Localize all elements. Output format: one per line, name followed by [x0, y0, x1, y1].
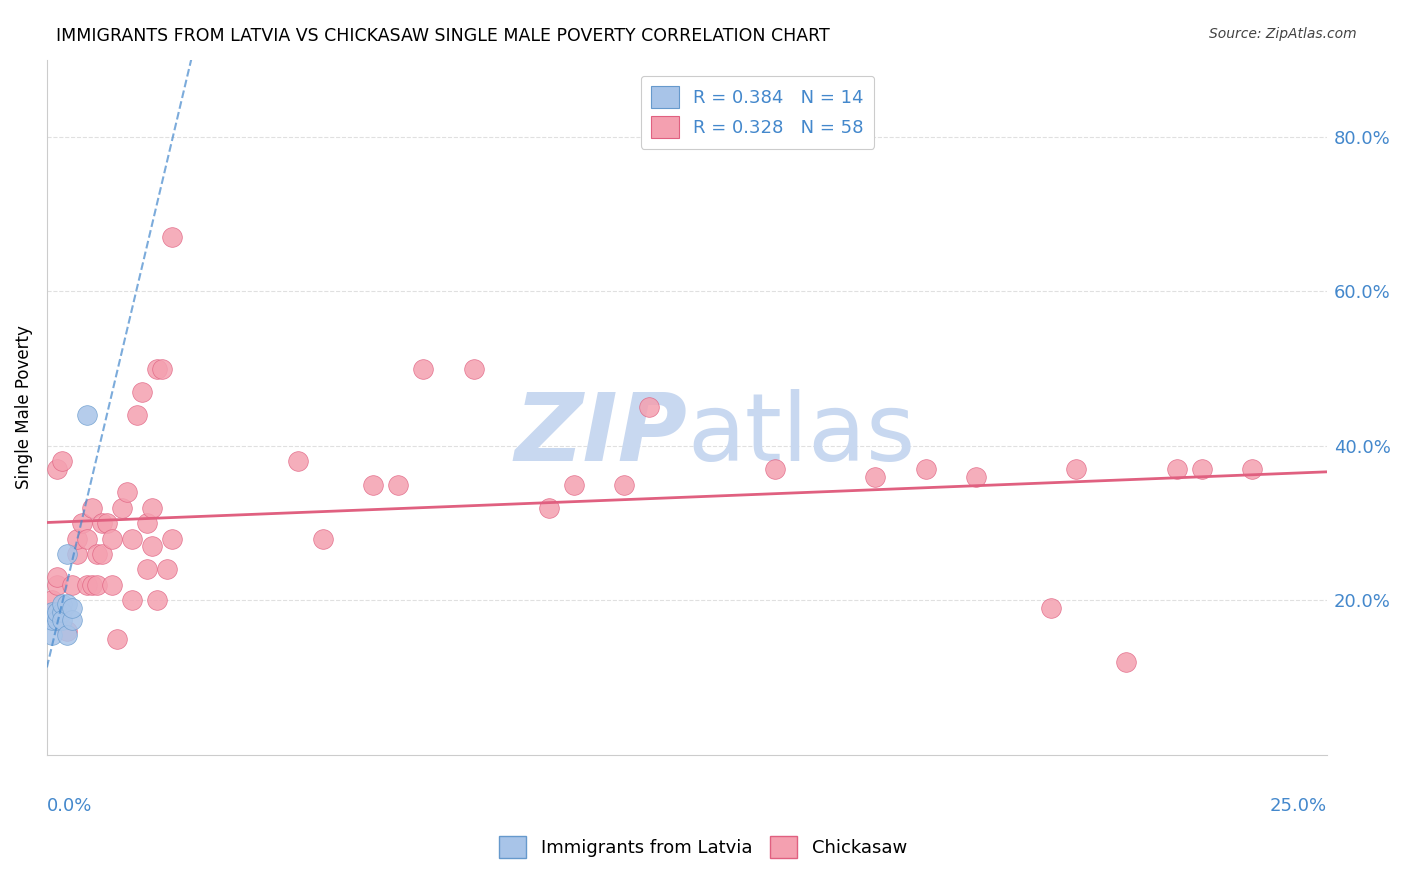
Point [1166, 462, 1188, 476]
Point [56, 597, 79, 611]
Point [156, 562, 179, 576]
Point [1191, 462, 1213, 476]
Point [41, 613, 63, 627]
Point [80, 578, 103, 592]
Point [287, 454, 309, 468]
Point [96, 516, 118, 530]
Text: Source: ZipAtlas.com: Source: ZipAtlas.com [1209, 27, 1357, 41]
Point [41, 593, 63, 607]
Point [136, 516, 159, 530]
Point [105, 632, 128, 646]
Point [1040, 601, 1063, 615]
Point [146, 593, 169, 607]
Point [312, 532, 335, 546]
Point [45, 605, 67, 619]
Text: 25.0%: 25.0% [1270, 797, 1327, 814]
Point [76, 408, 98, 422]
Point [136, 562, 159, 576]
Point [638, 401, 661, 415]
Point [60, 578, 83, 592]
Point [51, 613, 73, 627]
Point [91, 516, 114, 530]
Point [45, 578, 67, 592]
Y-axis label: Single Male Poverty: Single Male Poverty [15, 326, 32, 489]
Point [537, 500, 560, 515]
Point [141, 539, 163, 553]
Point [463, 361, 485, 376]
Point [41, 605, 63, 619]
Point [965, 470, 987, 484]
Point [562, 477, 585, 491]
Point [162, 532, 184, 546]
Point [51, 454, 73, 468]
Point [131, 384, 153, 399]
Point [865, 470, 887, 484]
Point [66, 547, 89, 561]
Point [45, 613, 67, 627]
Point [56, 547, 79, 561]
Point [1064, 462, 1087, 476]
Point [51, 605, 73, 619]
Point [150, 361, 173, 376]
Point [76, 532, 98, 546]
Point [56, 628, 79, 642]
Point [387, 477, 409, 491]
Point [86, 578, 108, 592]
Point [60, 601, 83, 615]
Text: atlas: atlas [688, 389, 915, 481]
Point [141, 500, 163, 515]
Point [41, 628, 63, 642]
Point [914, 462, 936, 476]
Point [127, 408, 149, 422]
Point [66, 532, 89, 546]
Point [162, 230, 184, 244]
Point [613, 477, 636, 491]
Point [763, 462, 786, 476]
Point [80, 500, 103, 515]
Point [51, 597, 73, 611]
Point [45, 462, 67, 476]
Point [121, 532, 143, 546]
Point [111, 500, 134, 515]
Point [115, 485, 138, 500]
Point [101, 578, 124, 592]
Point [1240, 462, 1263, 476]
Legend: Immigrants from Latvia, Chickasaw: Immigrants from Latvia, Chickasaw [492, 829, 914, 865]
Point [361, 477, 384, 491]
Point [101, 532, 124, 546]
Point [60, 613, 83, 627]
Text: 0.0%: 0.0% [46, 797, 93, 814]
Point [76, 578, 98, 592]
Point [56, 624, 79, 639]
Point [86, 547, 108, 561]
Text: ZIP: ZIP [515, 389, 688, 481]
Point [121, 593, 143, 607]
Point [91, 547, 114, 561]
Point [146, 361, 169, 376]
Text: IMMIGRANTS FROM LATVIA VS CHICKASAW SINGLE MALE POVERTY CORRELATION CHART: IMMIGRANTS FROM LATVIA VS CHICKASAW SING… [56, 27, 830, 45]
Point [70, 516, 93, 530]
Point [412, 361, 434, 376]
Legend: R = 0.384   N = 14, R = 0.328   N = 58: R = 0.384 N = 14, R = 0.328 N = 58 [641, 76, 875, 149]
Point [45, 570, 67, 584]
Point [1115, 655, 1137, 669]
